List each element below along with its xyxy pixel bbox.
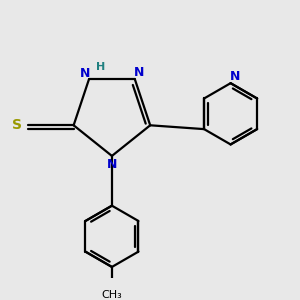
- Text: CH₃: CH₃: [101, 290, 122, 300]
- Text: N: N: [134, 66, 144, 79]
- Text: N: N: [80, 67, 90, 80]
- Text: N: N: [230, 70, 240, 83]
- Text: H: H: [96, 62, 105, 72]
- Text: S: S: [12, 118, 22, 132]
- Text: N: N: [107, 158, 117, 171]
